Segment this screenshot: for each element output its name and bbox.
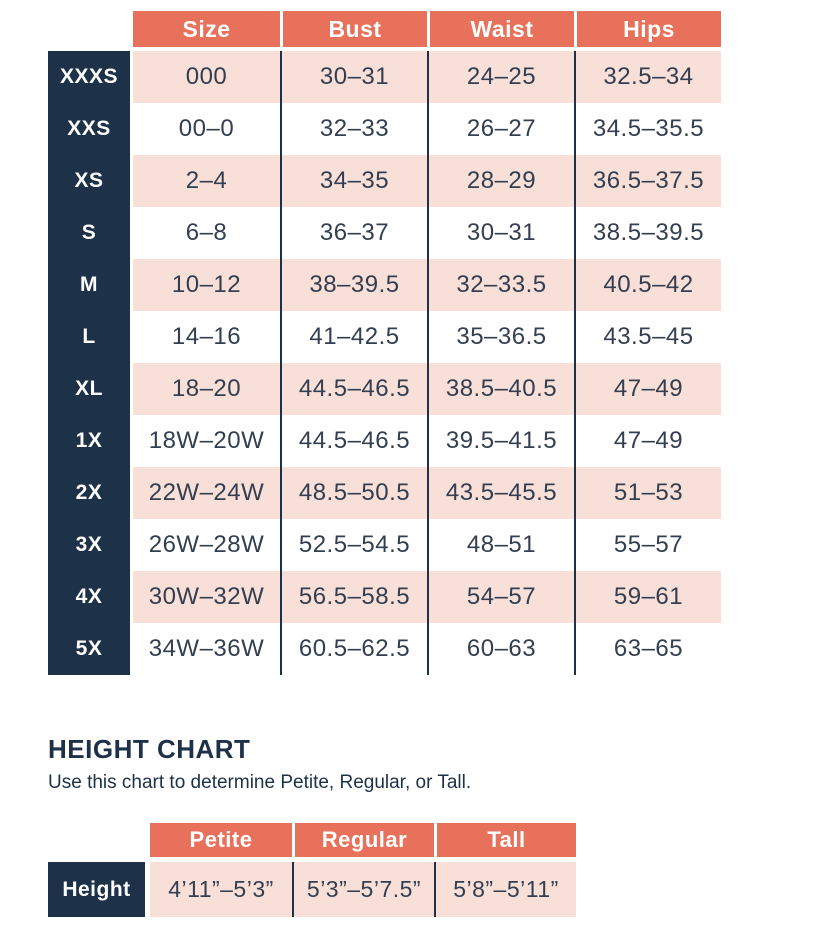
height-chart-row: Height 4’11”–5’3” 5’3”–5’7.5” 5’8”–5’11” [48, 862, 828, 917]
size-cell: 44.5–46.5 [280, 363, 427, 415]
size-cell: 2–4 [133, 155, 280, 207]
size-cell: 44.5–46.5 [280, 415, 427, 467]
size-row-label: XXXS [48, 51, 130, 103]
size-cell: 60.5–62.5 [280, 623, 427, 675]
height-chart-header-row: Petite Regular Tall [150, 823, 576, 857]
size-cell: 6–8 [133, 207, 280, 259]
size-cell: 43.5–45 [574, 311, 721, 363]
size-row-label: XS [48, 155, 130, 207]
size-cell: 36–37 [280, 207, 427, 259]
height-cell-tall: 5’8”–5’11” [434, 862, 576, 917]
size-cell: 00–0 [133, 103, 280, 155]
size-chart-table: Size Bust Waist Hips XXXS 000 30–31 24–25 32… [48, 11, 828, 675]
size-chart-row-4x: 4X 30W–32W 56.5–58.5 54–57 59–61 [48, 571, 828, 623]
column-header-petite: Petite [150, 823, 292, 857]
column-header-hips: Hips [574, 11, 721, 47]
size-cell: 34–35 [280, 155, 427, 207]
height-cell-petite: 4’11”–5’3” [150, 862, 292, 917]
size-cell: 38–39.5 [280, 259, 427, 311]
size-cell: 32–33.5 [427, 259, 574, 311]
size-cell: 63–65 [574, 623, 721, 675]
size-row-label: M [48, 259, 130, 311]
size-cell: 18–20 [133, 363, 280, 415]
size-row-label: 3X [48, 519, 130, 571]
size-cell: 51–53 [574, 467, 721, 519]
size-chart-row-1x: 1X 18W–20W 44.5–46.5 39.5–41.5 47–49 [48, 415, 828, 467]
size-row-label: 4X [48, 571, 130, 623]
size-chart-row-5x: 5X 34W–36W 60.5–62.5 60–63 63–65 [48, 623, 828, 675]
size-cell: 48.5–50.5 [280, 467, 427, 519]
size-cell: 60–63 [427, 623, 574, 675]
size-chart-row-xs: XS 2–4 34–35 28–29 36.5–37.5 [48, 155, 828, 207]
size-cell: 32–33 [280, 103, 427, 155]
size-cell: 54–57 [427, 571, 574, 623]
column-header-size: Size [133, 11, 280, 47]
size-cell: 40.5–42 [574, 259, 721, 311]
size-cell: 36.5–37.5 [574, 155, 721, 207]
size-cell: 38.5–40.5 [427, 363, 574, 415]
column-header-regular: Regular [292, 823, 434, 857]
size-chart-row-3x: 3X 26W–28W 52.5–54.5 48–51 55–57 [48, 519, 828, 571]
height-cell-regular: 5’3”–5’7.5” [292, 862, 434, 917]
size-chart-row-xxxs: XXXS 000 30–31 24–25 32.5–34 [48, 51, 828, 103]
column-header-tall: Tall [434, 823, 576, 857]
size-cell: 47–49 [574, 363, 721, 415]
size-chart-row-xl: XL 18–20 44.5–46.5 38.5–40.5 47–49 [48, 363, 828, 415]
size-cell: 32.5–34 [574, 51, 721, 103]
size-row-label: S [48, 207, 130, 259]
size-chart-row-2x: 2X 22W–24W 48.5–50.5 43.5–45.5 51–53 [48, 467, 828, 519]
size-row-label: XXS [48, 103, 130, 155]
size-cell: 52.5–54.5 [280, 519, 427, 571]
size-cell: 30W–32W [133, 571, 280, 623]
size-cell: 28–29 [427, 155, 574, 207]
size-cell: 26W–28W [133, 519, 280, 571]
size-chart-header-row: Size Bust Waist Hips [133, 11, 721, 47]
size-row-label: L [48, 311, 130, 363]
size-cell: 30–31 [280, 51, 427, 103]
size-row-label: 1X [48, 415, 130, 467]
height-row-label: Height [48, 862, 145, 917]
size-row-label: 2X [48, 467, 130, 519]
size-cell: 34.5–35.5 [574, 103, 721, 155]
size-chart-row-l: L 14–16 41–42.5 35–36.5 43.5–45 [48, 311, 828, 363]
size-chart-row-m: M 10–12 38–39.5 32–33.5 40.5–42 [48, 259, 828, 311]
size-cell: 14–16 [133, 311, 280, 363]
size-chart-body: XXXS 000 30–31 24–25 32.5–34 XXS 00–0 32–33 26–2… [48, 51, 828, 675]
size-cell: 43.5–45.5 [427, 467, 574, 519]
size-cell: 000 [133, 51, 280, 103]
size-cell: 39.5–41.5 [427, 415, 574, 467]
size-row-label: XL [48, 363, 130, 415]
size-cell: 34W–36W [133, 623, 280, 675]
size-cell: 10–12 [133, 259, 280, 311]
size-cell: 35–36.5 [427, 311, 574, 363]
size-cell: 56.5–58.5 [280, 571, 427, 623]
size-row-label: 5X [48, 623, 130, 675]
size-cell: 48–51 [427, 519, 574, 571]
size-chart-row-s: S 6–8 36–37 30–31 38.5–39.5 [48, 207, 828, 259]
height-chart-subtitle: Use this chart to determine Petite, Regu… [48, 772, 472, 793]
height-chart-section: HEIGHT CHART Use this chart to determine… [0, 734, 828, 917]
size-cell: 41–42.5 [280, 311, 427, 363]
size-cell: 38.5–39.5 [574, 207, 721, 259]
height-chart-title: HEIGHT CHART [48, 734, 251, 764]
height-chart-table: Petite Regular Tall Height 4’11”–5’3” 5’… [48, 823, 828, 917]
size-cell: 26–27 [427, 103, 574, 155]
size-chart-row-xxs: XXS 00–0 32–33 26–27 34.5–35.5 [48, 103, 828, 155]
size-cell: 24–25 [427, 51, 574, 103]
size-chart-page: Size Bust Waist Hips XXXS 000 30–31 24–25 32… [0, 11, 828, 917]
size-cell: 18W–20W [133, 415, 280, 467]
column-header-bust: Bust [280, 11, 427, 47]
size-cell: 30–31 [427, 207, 574, 259]
size-cell: 59–61 [574, 571, 721, 623]
size-cell: 55–57 [574, 519, 721, 571]
column-header-waist: Waist [427, 11, 574, 47]
size-cell: 47–49 [574, 415, 721, 467]
size-cell: 22W–24W [133, 467, 280, 519]
